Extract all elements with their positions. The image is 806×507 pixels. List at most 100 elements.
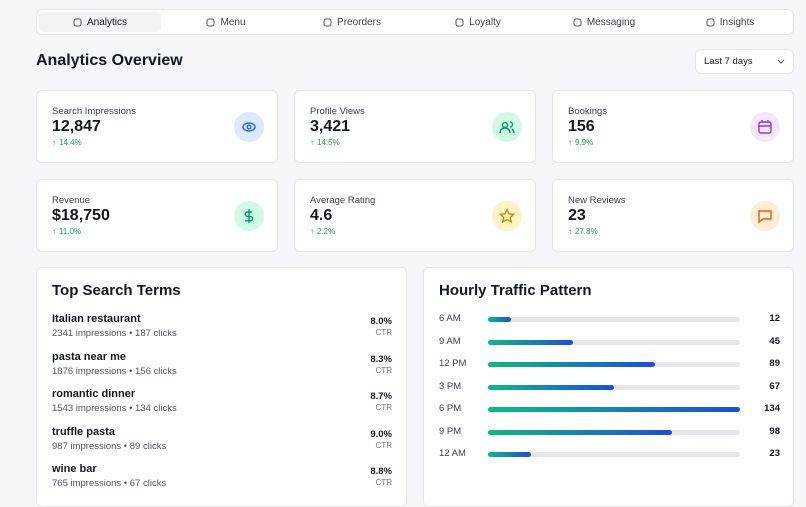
- hour-label: 3 PM: [439, 380, 462, 392]
- page-title: Analytics Overview: [36, 52, 183, 69]
- change-value: 27.8%: [575, 227, 598, 236]
- nav-tab[interactable]: Menu: [165, 12, 287, 32]
- traffic-bar: [488, 362, 656, 367]
- change-value: 14.5%: [317, 138, 340, 147]
- icon: [758, 210, 772, 224]
- tab-label: Preorders: [337, 16, 381, 28]
- hour-label: 12 PM: [439, 358, 467, 369]
- up-arrow: ↑: [568, 227, 572, 236]
- stat-value: 156: [568, 118, 595, 135]
- traffic-value: 67: [769, 380, 780, 392]
- tab-icon: [206, 18, 215, 26]
- stat-value: $18,750: [52, 207, 110, 224]
- ctr-value: 9.0%: [370, 428, 392, 440]
- stat-card: Average Rating 4.6 ↑ 2.2%: [294, 179, 536, 252]
- change-value: 14.4%: [59, 138, 82, 147]
- ctr-value: 8.8%: [370, 466, 392, 477]
- term-detail: 1876 impressions • 156 clicks: [52, 365, 177, 377]
- stat-label: Profile Views: [310, 106, 365, 117]
- icon: [758, 120, 772, 134]
- stat-change: ↑ 14.5%: [310, 138, 340, 147]
- stat-change: ↑ 14.4%: [52, 138, 82, 147]
- traffic-bar: [488, 384, 614, 390]
- stat-label: Revenue: [52, 195, 91, 206]
- tab-label: Loyalty: [469, 16, 501, 28]
- hour-label: 6 AM: [439, 313, 461, 324]
- tab-icon: [573, 18, 582, 26]
- traffic-bar: [488, 407, 740, 412]
- traffic-value: 89: [769, 358, 780, 369]
- nav-tab[interactable]: Loyalty: [417, 12, 539, 32]
- tab-label: Menu: [220, 16, 246, 28]
- stat-change: ↑ 27.8%: [568, 227, 598, 236]
- traffic-bar: [488, 317, 511, 322]
- bar-track: [488, 384, 740, 390]
- stat-change: ↑ 11.0%: [52, 227, 81, 236]
- term-detail: 1543 impressions • 134 clicks: [52, 403, 177, 414]
- stat-card: Bookings 156 ↑ 9.9%: [552, 90, 794, 163]
- bar-track: [488, 452, 740, 457]
- ctr-label: CTR: [375, 403, 392, 412]
- page: Analytics Menu Preorders Loyalty Messaging In…: [36, 9, 794, 507]
- stat-label: Average Rating: [310, 195, 376, 206]
- nav-bar: Analytics Menu Preorders Loyalty Messaging In…: [36, 9, 794, 35]
- hourly-panel: Hourly Traffic Pattern 6 AM 12 9 AM 45 12 PM 8…: [423, 267, 794, 507]
- up-arrow: ↑: [52, 227, 56, 236]
- range-text: Last 7 days: [704, 56, 753, 67]
- term: Italian restaurant: [52, 313, 141, 325]
- icon: [244, 209, 254, 223]
- term-detail: 765 impressions • 67 clicks: [52, 478, 167, 489]
- ctr-label: CTR: [375, 478, 392, 487]
- nav-tab[interactable]: Preorders: [291, 12, 413, 32]
- traffic-value: 45: [769, 335, 780, 347]
- stat-label: Search Impressions: [52, 106, 136, 117]
- panel-title: Top Search Terms: [52, 282, 181, 299]
- stat-change: ↑ 9.9%: [568, 138, 593, 147]
- term: pasta near me: [52, 350, 126, 363]
- ctr-value: 8.3%: [370, 353, 392, 365]
- stat-label: New Reviews: [568, 195, 626, 206]
- stat-card: Revenue $18,750 ↑ 11.0%: [36, 179, 278, 252]
- tab-icon: [73, 18, 82, 26]
- stat-icon: [492, 112, 522, 142]
- chevron: [777, 59, 785, 64]
- nav-tab[interactable]: Analytics: [39, 12, 161, 32]
- hour-label: 12 AM: [439, 448, 466, 459]
- tab-label: Messaging: [586, 16, 636, 28]
- stat-value: 23: [568, 207, 586, 224]
- term: truffle pasta: [52, 425, 115, 438]
- stat-value: 3,421: [310, 118, 351, 135]
- stat-card: Profile Views 3,421 ↑ 14.5%: [294, 90, 536, 163]
- stat-value: 12,847: [52, 118, 101, 135]
- tab-icon: [323, 18, 332, 26]
- term-detail: 987 impressions • 89 clicks: [52, 440, 167, 452]
- icon: [499, 121, 515, 134]
- traffic-bar: [488, 429, 673, 435]
- hour-label: 9 PM: [439, 425, 462, 437]
- panel-title: Hourly Traffic Pattern: [439, 282, 592, 299]
- ctr-label: CTR: [375, 365, 392, 375]
- change-value: 9.9%: [575, 138, 594, 147]
- change-value: 2.2%: [317, 227, 336, 236]
- tab-icon: [706, 18, 715, 26]
- stat-icon: [234, 201, 264, 231]
- term: wine bar: [52, 463, 97, 475]
- ctr-label: CTR: [375, 328, 392, 337]
- term: romantic dinner: [52, 388, 136, 400]
- hour-label: 9 AM: [439, 335, 461, 347]
- stat-label: Bookings: [568, 106, 608, 117]
- stat-card: New Reviews 23 ↑ 27.8%: [552, 179, 794, 252]
- nav-tab[interactable]: Insights: [669, 12, 791, 32]
- stat-icon: [750, 201, 780, 231]
- tab-icon: [455, 18, 464, 26]
- nav-tab[interactable]: Messaging: [543, 12, 665, 32]
- search-panel: Top Search Terms Italian restaurant 2341 i…: [36, 267, 407, 507]
- bar-track: [488, 317, 740, 322]
- ctr-value: 8.0%: [370, 316, 392, 327]
- traffic-bar: [488, 452, 532, 457]
- tab-label: Insights: [719, 16, 755, 28]
- up-arrow: ↑: [310, 227, 314, 236]
- change-value: 11.0%: [59, 227, 82, 236]
- range-select[interactable]: Last 7 days: [695, 49, 794, 74]
- stat-change: ↑ 2.2%: [310, 227, 335, 236]
